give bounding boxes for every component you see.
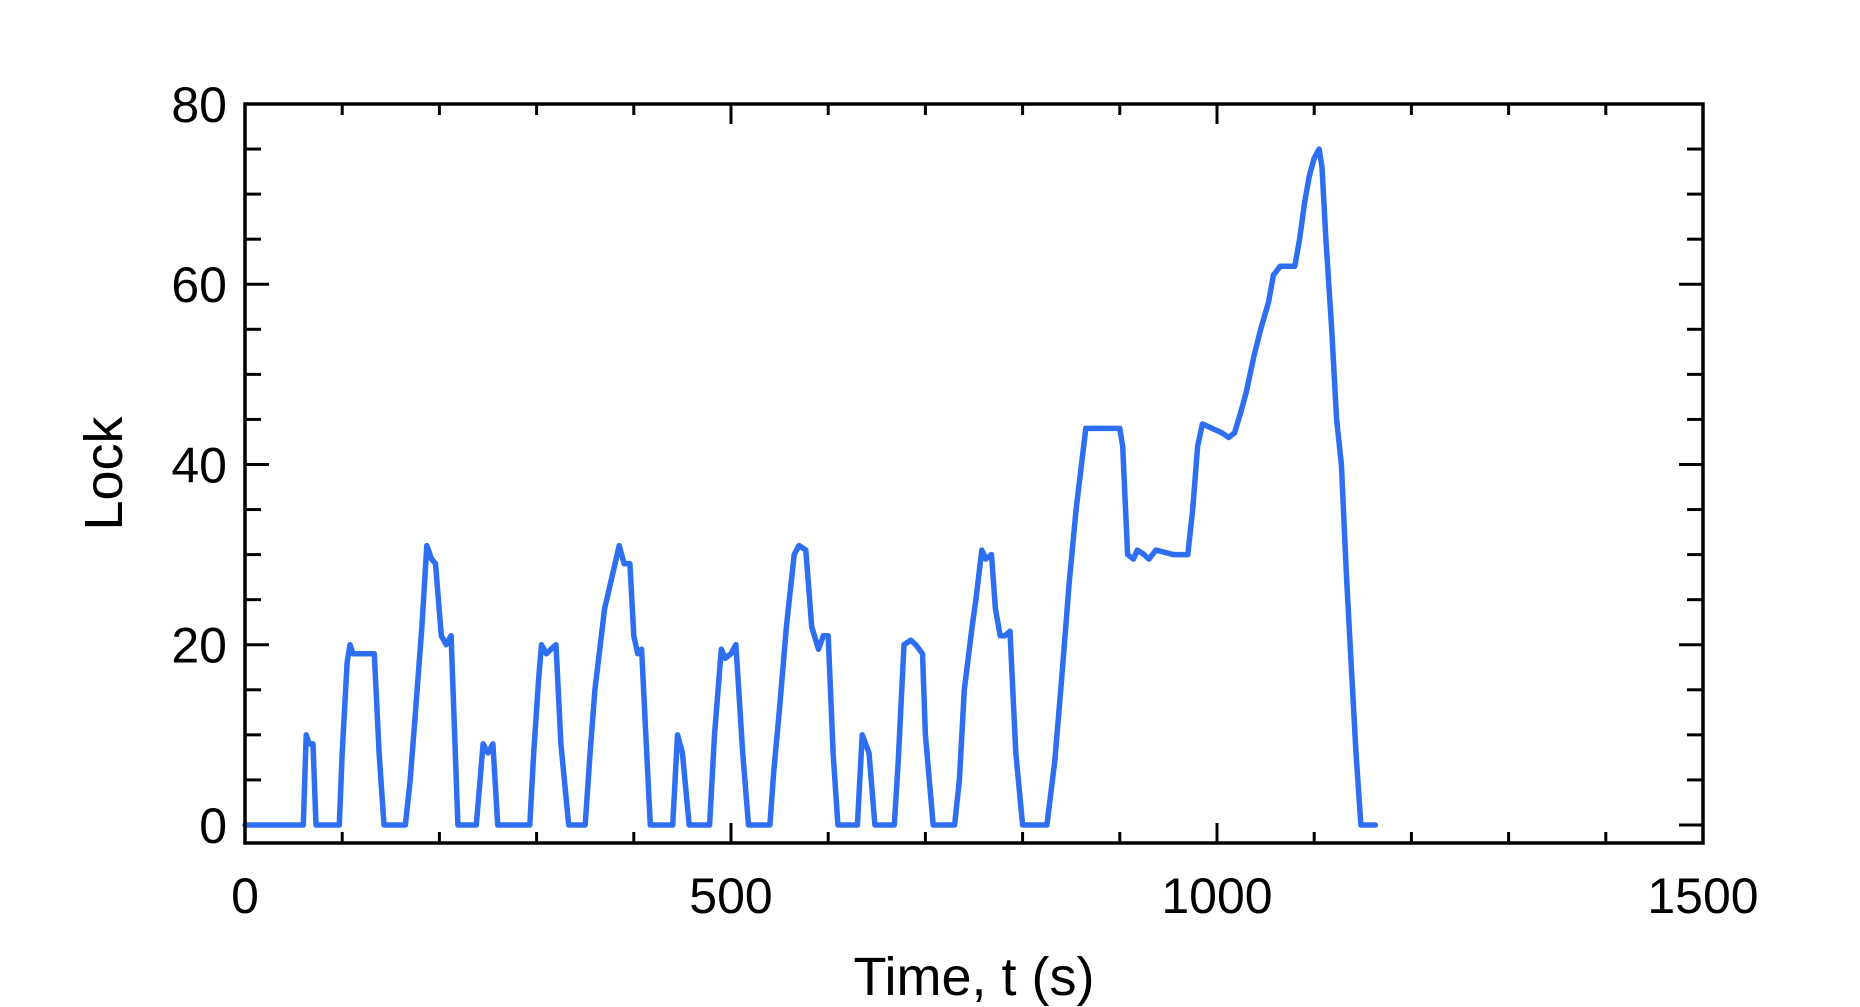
x-tick-label: 1000: [1161, 868, 1272, 924]
series-line: [242, 146, 1379, 828]
x-axis-title: Time, t (s): [854, 947, 1095, 1007]
x-tick-label: 0: [231, 868, 259, 924]
y-axis-title: Lock: [74, 415, 134, 530]
labels-layer: 0 500 1000 1500 0 20 40 60 80: [171, 77, 1758, 924]
y-tick-label: 40: [171, 437, 227, 493]
x-tick-label: 500: [689, 868, 772, 924]
y-tick-label: 20: [171, 618, 227, 674]
plot-frame: [243, 102, 1705, 845]
ticks-layer: [243, 102, 1705, 843]
y-tick-label: 60: [171, 257, 227, 313]
x-tick-label: 1500: [1647, 868, 1758, 924]
y-tick-label: 0: [199, 798, 227, 854]
y-tick-label: 80: [171, 77, 227, 133]
